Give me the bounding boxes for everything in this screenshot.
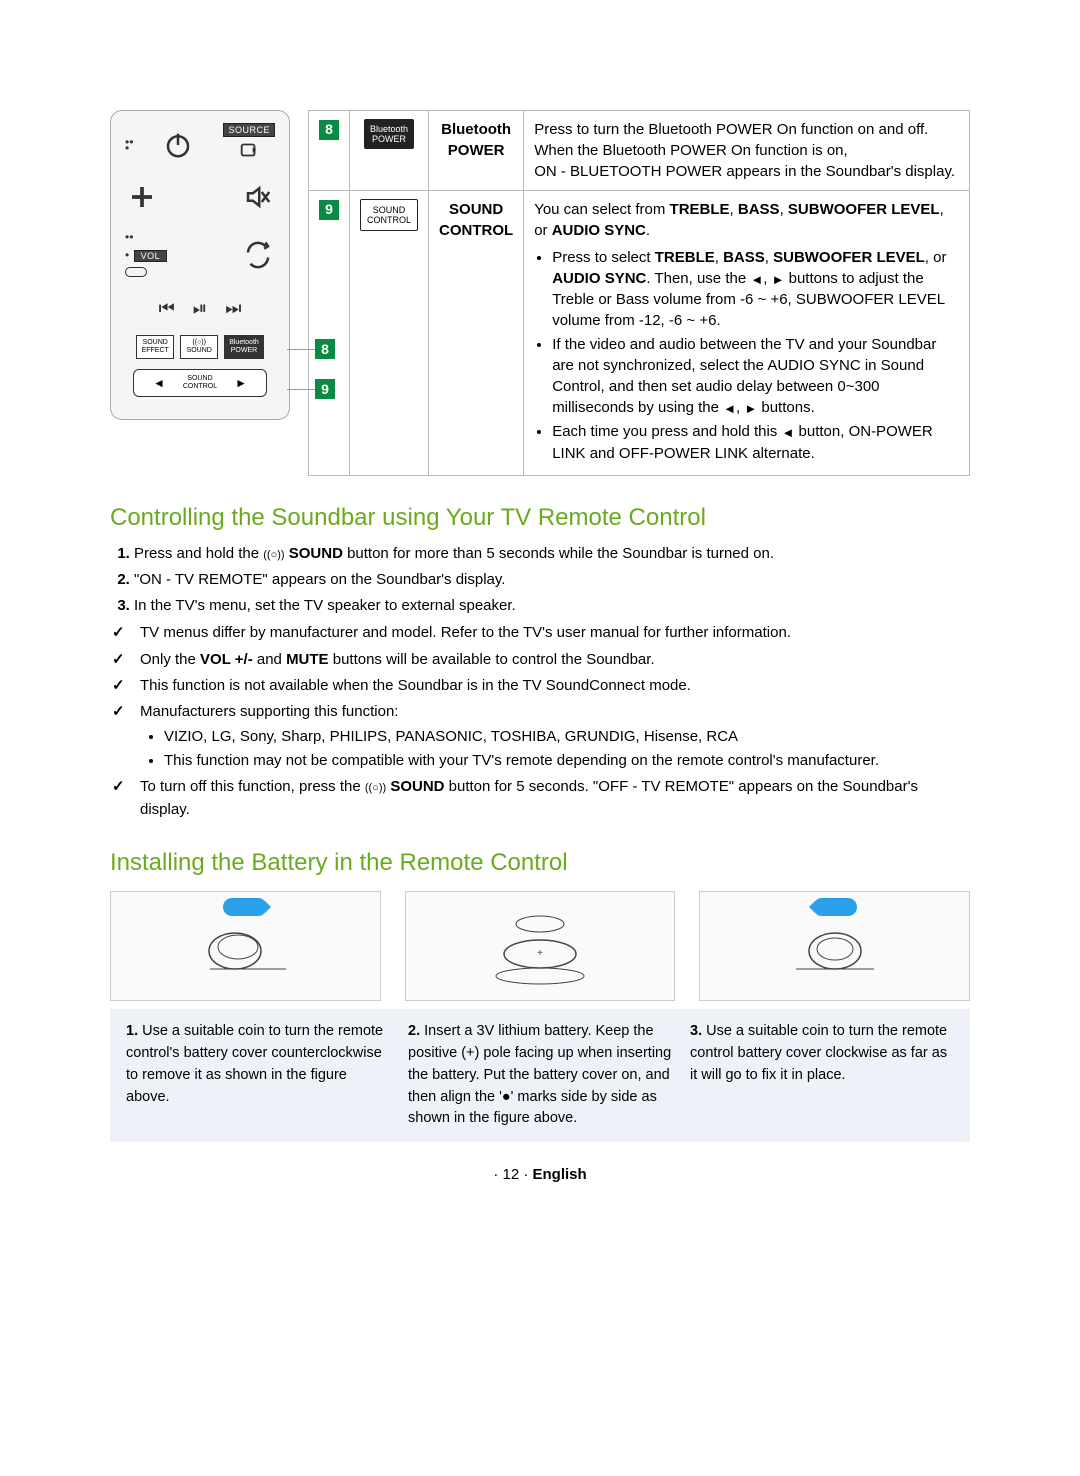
battery-fig-3 [699, 891, 970, 1001]
top-section: ••• SOURCE ••• VOL ⏮ [110, 110, 970, 476]
row-description: Press to turn the Bluetooth POWER On fun… [524, 111, 970, 191]
page-footer: · 12 · English [110, 1166, 970, 1183]
page-number: · 12 · [493, 1166, 528, 1183]
row-label: SOUNDCONTROL [429, 191, 524, 476]
table-row: 9SOUNDCONTROLSOUNDCONTROLYou can select … [309, 191, 970, 476]
media-controls: ⏮ ⏯ ⏭ [125, 298, 275, 319]
note-item: TV menus differ by manufacturer and mode… [134, 621, 970, 644]
step-item: "ON - TV REMOTE" appears on the Soundbar… [134, 568, 970, 591]
row-label: BluetoothPOWER [429, 111, 524, 191]
sound-control-btn: ◄ SOUNDCONTROL ► [133, 369, 267, 397]
note-item: Manufacturers supporting this function:V… [134, 700, 970, 772]
play-pause-icon: ⏯ [193, 298, 207, 319]
sound-effect-btn: SOUNDEFFECT [136, 335, 174, 359]
tv-steps-list: Press and hold the ((○)) SOUND button fo… [110, 542, 970, 618]
remote-illustration: ••• SOURCE ••• VOL ⏮ [110, 110, 290, 420]
sub-note: VIZIO, LG, Sony, Sharp, PHILIPS, PANASON… [164, 725, 970, 748]
battery-step: 3. Use a suitable coin to turn the remot… [690, 1021, 954, 1130]
repeat-icon [241, 240, 275, 270]
sub-note: This function may not be compatible with… [164, 749, 970, 772]
surround-sound-btn: ((○))SOUND [180, 335, 218, 359]
manual-page: ••• SOURCE ••• VOL ⏮ [0, 0, 1080, 1223]
heading-tv-control: Controlling the Soundbar using Your TV R… [110, 504, 970, 532]
power-icon [161, 130, 195, 160]
rotate-arrow-icon [813, 898, 857, 916]
step-item: Press and hold the ((○)) SOUND button fo… [134, 542, 970, 565]
plus-icon [125, 182, 159, 212]
note-item: Only the VOL +/- and MUTE buttons will b… [134, 648, 970, 671]
step-item: In the TV's menu, set the TV speaker to … [134, 594, 970, 617]
battery-steps: 1. Use a suitable coin to turn the remot… [110, 1009, 970, 1142]
skip-back-icon: ⏮ [159, 298, 175, 319]
callout-8: 8 [287, 339, 335, 359]
indicator-dots: ••• [125, 139, 133, 151]
battery-step: 1. Use a suitable coin to turn the remot… [126, 1021, 390, 1130]
page-lang: English [533, 1166, 587, 1183]
row-description: You can select from TREBLE, BASS, SUBWOO… [524, 191, 970, 476]
bt-power-btn: BluetoothPOWER [224, 335, 264, 359]
row-icon: BluetoothPOWER [350, 111, 429, 191]
source-label: SOURCE [223, 123, 275, 137]
svg-text:+: + [537, 948, 543, 959]
skip-fwd-icon: ⏭ [225, 298, 241, 319]
battery-step: 2. Insert a 3V lithium battery. Keep the… [408, 1021, 672, 1130]
row-number: 8 [309, 111, 350, 191]
battery-fig-2: + [405, 891, 676, 1001]
rotate-arrow-icon [223, 898, 267, 916]
feature-table: 8BluetoothPOWERBluetoothPOWERPress to tu… [308, 110, 970, 476]
indicator-dots-2: ••• [125, 230, 133, 262]
tv-notes-list: TV menus differ by manufacturer and mode… [110, 621, 970, 821]
source-icon [234, 139, 264, 161]
pill-icon [125, 267, 147, 277]
battery-fig-1 [110, 891, 381, 1001]
heading-battery: Installing the Battery in the Remote Con… [110, 849, 970, 877]
note-item: This function is not available when the … [134, 674, 970, 697]
battery-figures: + [110, 891, 970, 1001]
vol-label: VOL [134, 250, 168, 262]
function-buttons-row: SOUNDEFFECT ((○))SOUND BluetoothPOWER [125, 335, 275, 359]
callout-9: 9 [287, 379, 335, 399]
mute-icon [241, 182, 275, 212]
row-number: 9 [309, 191, 350, 476]
row-icon: SOUNDCONTROL [350, 191, 429, 476]
table-row: 8BluetoothPOWERBluetoothPOWERPress to tu… [309, 111, 970, 191]
note-item: To turn off this function, press the ((○… [134, 775, 970, 822]
